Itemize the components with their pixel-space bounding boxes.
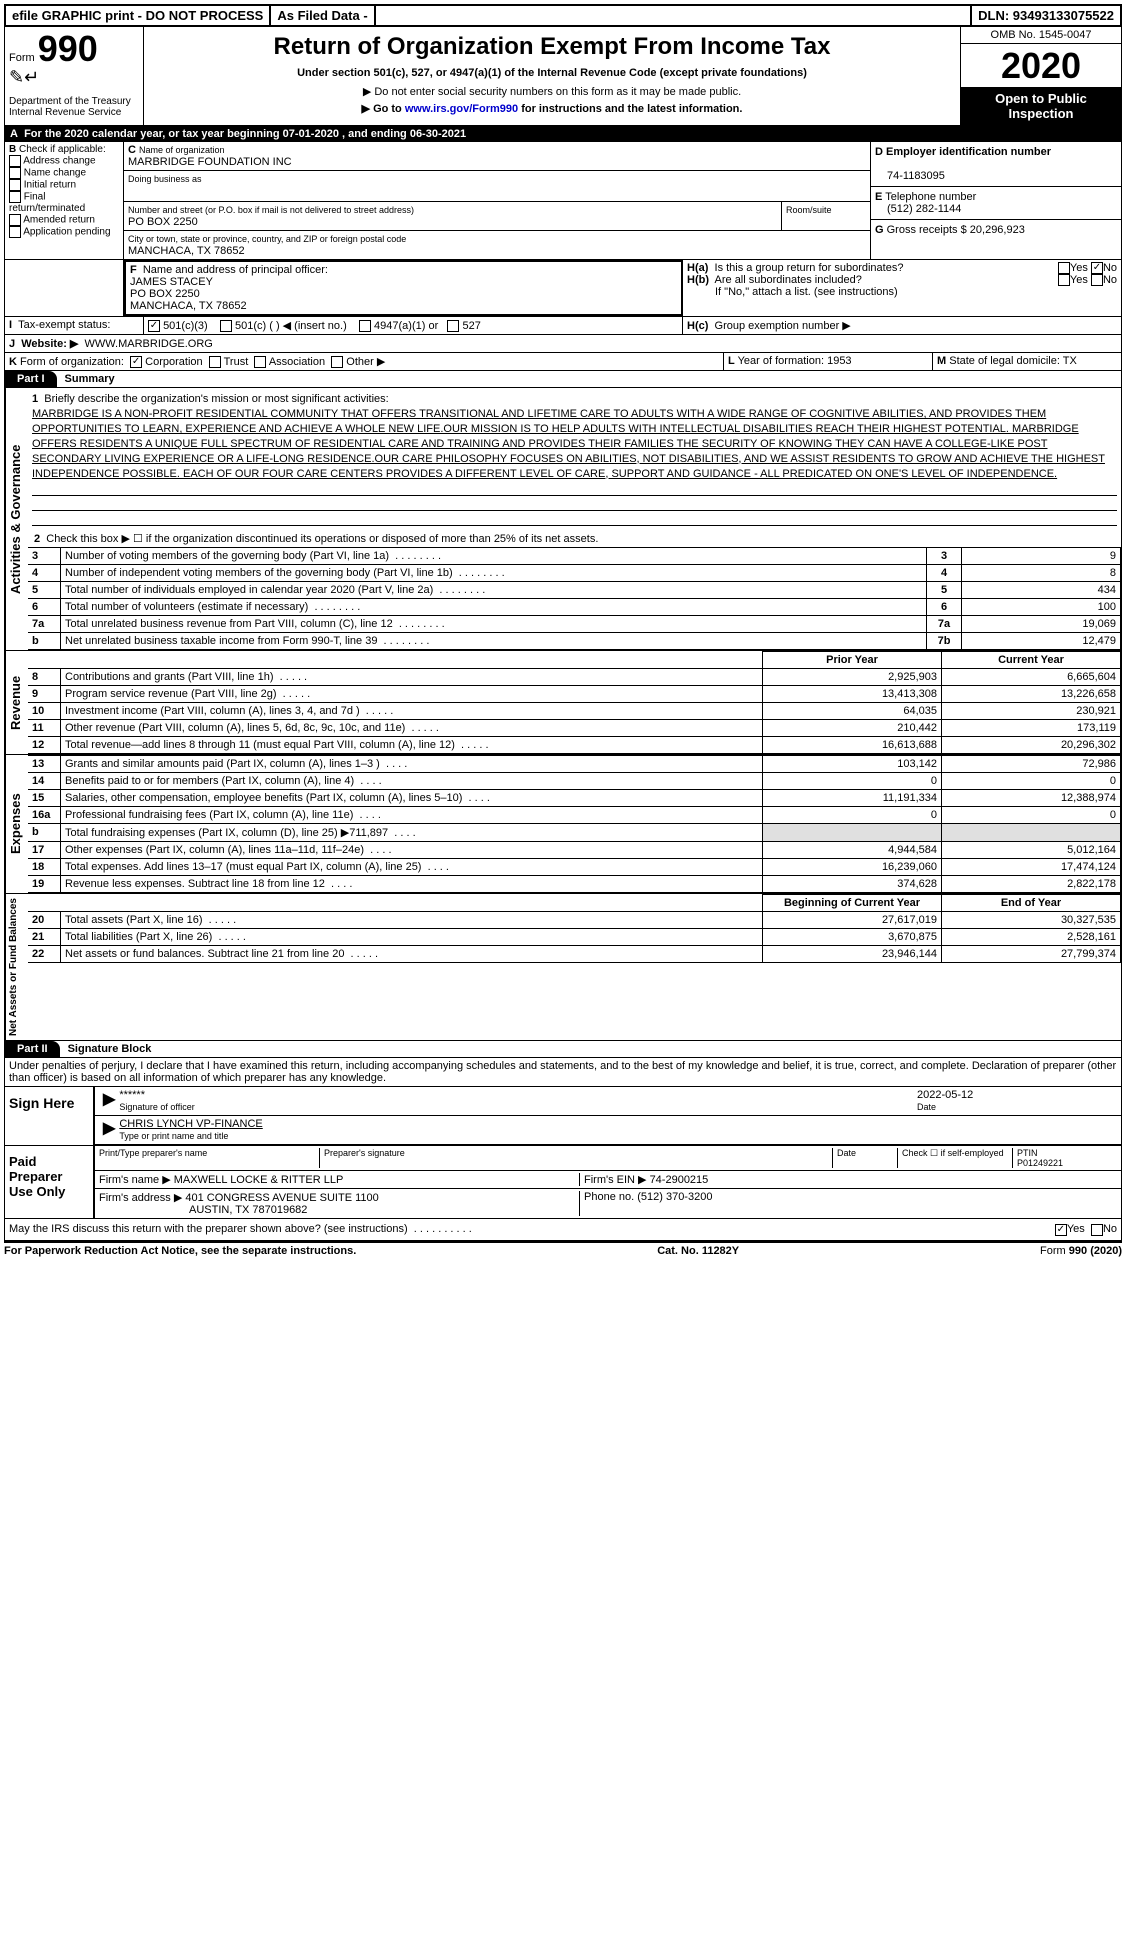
irs-link[interactable]: www.irs.gov/Form990 <box>405 103 518 115</box>
ein: 74-1183095 <box>875 170 945 182</box>
omb: OMB No. 1545-0047 <box>961 27 1121 44</box>
summary-expenses: Expenses 13 Grants and similar amounts p… <box>4 755 1122 894</box>
tax-status: I Tax-exempt status: ✓ 501(c)(3) 501(c) … <box>4 317 1122 335</box>
as-filed: As Filed Data - <box>271 6 375 25</box>
part2-header: Part II Signature Block <box>4 1041 1122 1058</box>
summary-governance: Activities & Governance 1 Briefly descri… <box>4 388 1122 651</box>
open-public: Open to Public Inspection <box>961 87 1121 125</box>
revenue-table: Prior Year Current Year8 Contributions a… <box>28 651 1121 754</box>
expenses-table: 13 Grants and similar amounts paid (Part… <box>28 755 1121 893</box>
officer-block: F Name and address of principal officer:… <box>4 260 1122 317</box>
form-number: 990 <box>38 28 98 69</box>
org-name: MARBRIDGE FOUNDATION INC <box>128 156 292 168</box>
entity-block: B Check if applicable: Address change Na… <box>4 142 1122 260</box>
netassets-table: Beginning of Current Year End of Year20 … <box>28 894 1121 963</box>
website-row: J Website: ▶ WWW.MARBRIDGE.ORG <box>4 335 1122 353</box>
footer: For Paperwork Reduction Act Notice, see … <box>4 1241 1122 1257</box>
summary-netassets: Net Assets or Fund Balances Beginning of… <box>4 894 1122 1041</box>
org-form-row: K Form of organization: ✓ Corporation Tr… <box>4 353 1122 371</box>
governance-table: 3 Number of voting members of the govern… <box>28 547 1121 650</box>
form-prefix: Form <box>9 52 35 64</box>
part1-header: Part I Summary <box>4 371 1122 388</box>
website: WWW.MARBRIDGE.ORG <box>85 338 213 350</box>
form-title: Return of Organization Exempt From Incom… <box>152 33 952 61</box>
subtitle: Under section 501(c), 527, or 4947(a)(1)… <box>152 67 952 79</box>
summary-revenue: Revenue Prior Year Current Year8 Contrib… <box>4 651 1122 755</box>
form-header: Form 990 ✎↵ Department of the Treasury I… <box>4 27 1122 126</box>
top-bar: efile GRAPHIC print - DO NOT PROCESS As … <box>4 4 1122 27</box>
declaration: Under penalties of perjury, I declare th… <box>5 1058 1121 1087</box>
signature-block: Under penalties of perjury, I declare th… <box>4 1058 1122 1240</box>
line-A: A For the 2020 calendar year, or tax yea… <box>4 126 1122 142</box>
note2: ▶ Go to www.irs.gov/Form990 for instruct… <box>152 102 952 115</box>
dept: Department of the Treasury <box>9 96 139 107</box>
note1: ▶ Do not enter social security numbers o… <box>152 85 952 98</box>
dln: DLN: 93493133075522 <box>972 6 1120 25</box>
phone: (512) 282-1144 <box>875 203 961 215</box>
gross-receipts: 20,296,923 <box>970 224 1025 236</box>
city: MANCHACA, TX 78652 <box>128 245 245 257</box>
efile-notice: efile GRAPHIC print - DO NOT PROCESS <box>6 6 271 25</box>
tax-year: 2020 <box>961 44 1121 87</box>
mission-text: MARBRIDGE IS A NON-PROFIT RESIDENTIAL CO… <box>32 408 1105 479</box>
street: PO BOX 2250 <box>128 216 198 228</box>
irs: Internal Revenue Service <box>9 107 139 118</box>
